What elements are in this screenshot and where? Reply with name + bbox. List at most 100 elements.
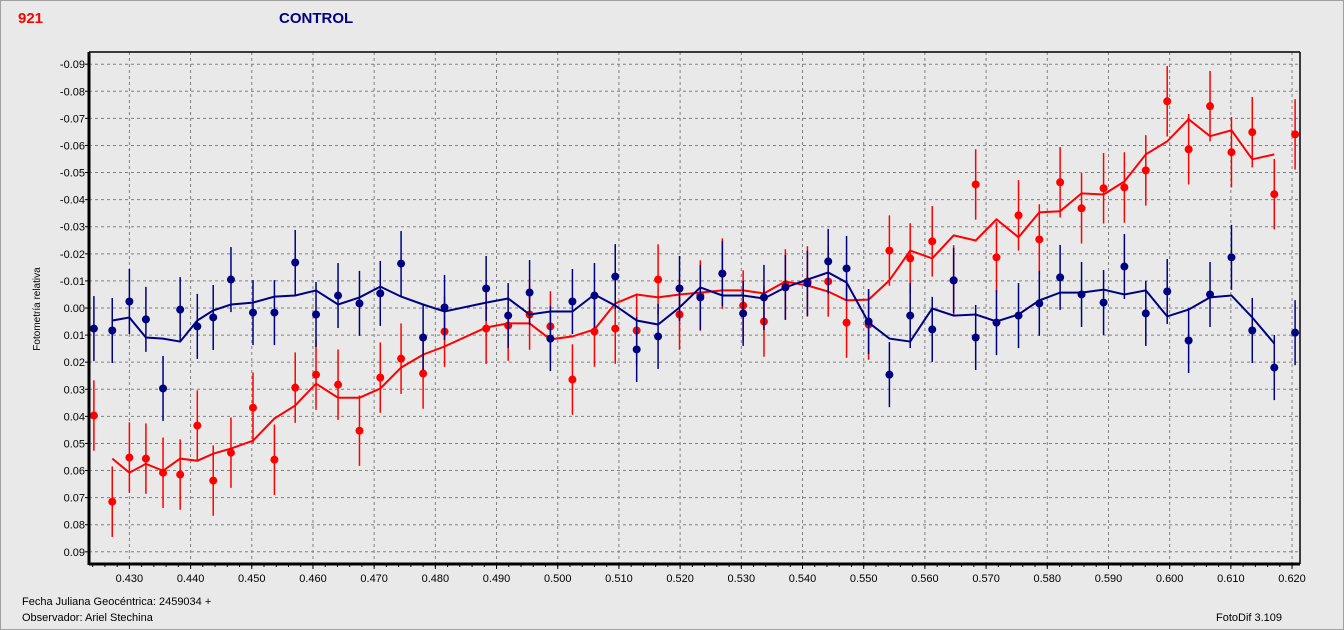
x-tick-label: 0.620: [1278, 573, 1306, 585]
target-data-point: [1035, 235, 1044, 244]
target-data-point: [312, 370, 321, 379]
x-tick-label: 0.570: [972, 573, 1000, 585]
star-id-label: 921: [18, 10, 44, 27]
x-tick-label: 0.610: [1217, 573, 1245, 585]
control-data-point: [226, 275, 235, 284]
series-control: [89, 224, 1300, 421]
target-data-point: [291, 383, 300, 392]
control-data-point: [248, 308, 257, 317]
x-tick-label: 0.550: [850, 573, 878, 585]
target-data-point: [226, 448, 235, 457]
control-data-point: [482, 284, 491, 293]
target-data-point: [1077, 204, 1086, 213]
target-data-point: [1141, 166, 1150, 175]
control-data-point: [355, 299, 364, 308]
target-data-point: [176, 470, 185, 479]
target-data-point: [1184, 145, 1193, 154]
target-data-point: [885, 246, 894, 255]
control-data-point: [1141, 309, 1150, 318]
target-data-point: [419, 369, 428, 378]
x-tick-label: 0.590: [1095, 573, 1123, 585]
target-data-point: [842, 318, 851, 327]
target-data-point: [1014, 211, 1023, 220]
control-data-point: [291, 258, 300, 267]
target-data-point: [482, 324, 491, 333]
y-tick-label: -0.02: [60, 249, 85, 261]
target-data-point: [209, 476, 218, 485]
control-data-point: [1270, 363, 1279, 372]
y-tick-label: -0.09: [60, 59, 85, 71]
control-data-point: [803, 279, 812, 288]
axis-ticks: -0.09 -0.08 -0.07 -0.06 -0.05 -0.04 -0.03 -0.02…: [60, 59, 1306, 585]
control-data-point: [949, 276, 958, 285]
control-smoothed-line: [112, 271, 1276, 345]
x-tick-label: 0.460: [299, 573, 327, 585]
x-tick-label: 0.580: [1034, 573, 1062, 585]
y-tick-label: -0.05: [60, 168, 85, 180]
control-data-point: [568, 297, 577, 306]
target-data-point: [590, 327, 599, 336]
target-data-point: [1056, 178, 1065, 187]
control-data-point: [759, 293, 768, 302]
y-tick-label: 0.08: [64, 520, 85, 532]
target-data-point: [611, 324, 620, 333]
control-data-point: [696, 293, 705, 302]
control-data-point: [675, 284, 684, 293]
x-tick-label: 0.560: [911, 573, 939, 585]
target-data-point: [1163, 97, 1172, 106]
control-data-point: [193, 322, 202, 331]
x-tick-label: 0.470: [360, 573, 388, 585]
control-data-point: [1014, 311, 1023, 320]
control-data-point: [312, 310, 321, 319]
control-data-point: [718, 269, 727, 278]
control-data-point: [590, 291, 599, 300]
target-data-point: [334, 380, 343, 389]
y-tick-label: -0.04: [60, 195, 85, 207]
control-data-point: [1056, 273, 1065, 282]
control-data-point: [504, 311, 513, 320]
target-data-point: [355, 426, 364, 435]
control-data-point: [971, 333, 980, 342]
control-data-point: [611, 272, 620, 281]
control-data-point: [209, 313, 218, 322]
axes: [87, 51, 1301, 566]
y-tick-label: -0.06: [60, 140, 85, 152]
grid: [89, 52, 1300, 564]
target-smoothed-line: [111, 117, 1275, 474]
y-axis-label: Fotometría relativa: [32, 267, 43, 351]
control-data-point: [525, 288, 534, 297]
x-tick-label: 0.530: [728, 573, 756, 585]
y-tick-label: -0.07: [60, 113, 85, 125]
control-data-point: [842, 264, 851, 273]
target-data-point: [1248, 128, 1257, 137]
target-data-point: [125, 453, 134, 462]
y-tick-label: 0.00: [64, 303, 85, 315]
x-tick-label: 0.600: [1156, 573, 1184, 585]
x-tick-label: 0.480: [422, 573, 450, 585]
target-data-point: [1099, 184, 1108, 193]
x-tick-label: 0.450: [238, 573, 266, 585]
control-data-point: [1163, 287, 1172, 296]
control-data-point: [546, 334, 555, 343]
control-data-point: [654, 332, 663, 341]
control-data-point: [824, 257, 833, 266]
control-data-point: [928, 325, 937, 334]
target-data-point: [1291, 130, 1300, 139]
control-data-point: [376, 289, 385, 298]
target-data-point: [1270, 190, 1279, 199]
control-data-point: [176, 305, 185, 314]
target-data-point: [1227, 148, 1236, 157]
control-data-point: [885, 370, 894, 379]
control-data-point: [1227, 253, 1236, 262]
y-tick-label: 0.06: [64, 466, 85, 478]
control-data-point: [739, 309, 748, 318]
target-data-point: [397, 354, 406, 363]
target-data-point: [568, 375, 577, 384]
target-data-point: [141, 454, 150, 463]
control-data-point: [334, 291, 343, 300]
control-data-point: [781, 283, 790, 292]
control-data-point: [270, 308, 279, 317]
control-data-point: [1077, 290, 1086, 299]
target-data-point: [971, 180, 980, 189]
